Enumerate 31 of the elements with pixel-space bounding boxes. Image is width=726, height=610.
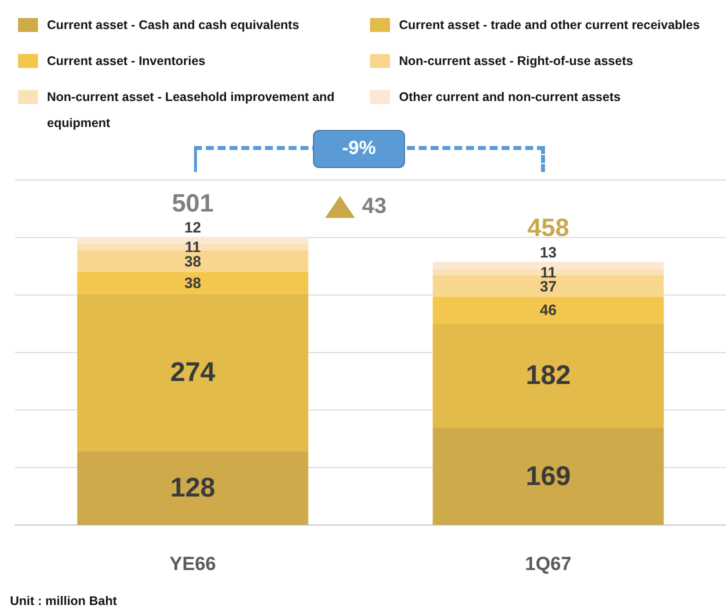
- text: 43: [362, 193, 386, 219]
- legend-label: Current asset - Inventories: [47, 53, 206, 70]
- bar: [432, 296, 664, 324]
- legend-label: Non-current asset - Leasehold improvement and equipment: [47, 89, 336, 132]
- data-label: 13: [540, 244, 557, 262]
- x-tick-label: 1Q67: [525, 554, 572, 575]
- data-label: 128: [170, 472, 216, 503]
- text: Unit : million Baht: [10, 594, 117, 608]
- legend-label: Current asset - trade and other current receivables: [399, 17, 701, 34]
- data-label: 274: [170, 357, 216, 388]
- legend-label: Other current and non-current assets: [399, 89, 622, 106]
- bar: [77, 272, 308, 294]
- bar: [77, 244, 308, 250]
- data-label: 38: [184, 275, 202, 292]
- data-label: 182: [526, 360, 571, 390]
- bar: [77, 452, 308, 525]
- data-label: 46: [540, 302, 557, 320]
- bar: [77, 250, 308, 272]
- total-label: 501: [172, 189, 214, 218]
- legend-label: Current asset - Cash and cash equivalents: [47, 17, 300, 34]
- data-label: 12: [184, 220, 202, 237]
- legend-label: Non-current asset - Right-of-use assets: [399, 53, 634, 70]
- total-label: 458: [527, 214, 570, 242]
- data-label: 169: [526, 460, 571, 491]
- bar: [77, 294, 308, 452]
- bar: [432, 323, 664, 428]
- x-tick-label: YE66: [170, 554, 216, 575]
- text: -9%: [313, 130, 405, 168]
- bar: [432, 276, 664, 297]
- bar: [432, 428, 664, 525]
- bar: [432, 269, 664, 276]
